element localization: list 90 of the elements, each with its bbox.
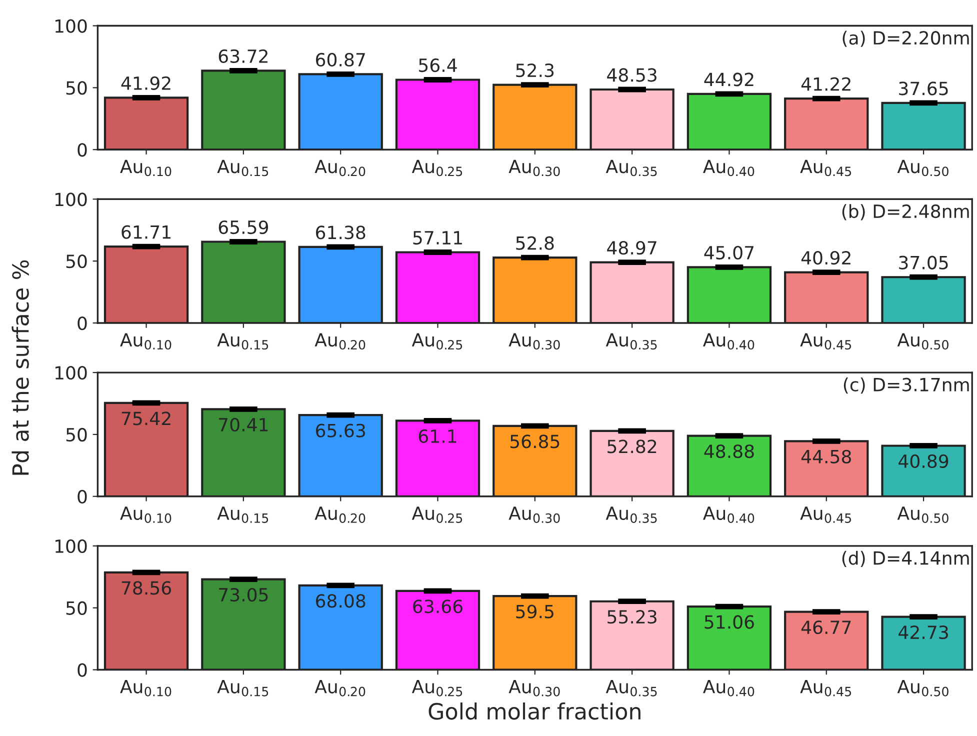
data-label: 46.77 bbox=[801, 620, 851, 634]
x-tick-label: Au$_{0.25}$ bbox=[412, 160, 462, 176]
x-tick-label: Au$_{0.10}$ bbox=[120, 160, 172, 176]
data-label: 52.8 bbox=[516, 236, 554, 250]
x-tick-label: Au$_{0.30}$ bbox=[508, 333, 560, 350]
data-label: 52.82 bbox=[608, 440, 656, 454]
x-tick-label: Au$_{0.40}$ bbox=[703, 333, 754, 350]
data-label: 63.72 bbox=[218, 49, 268, 64]
x-tick-label: Au$_{0.40}$ bbox=[703, 506, 754, 523]
data-label: 57.11 bbox=[413, 231, 462, 245]
y-tick-label: 0 bbox=[78, 490, 87, 504]
data-label: 48.88 bbox=[704, 444, 754, 458]
x-tick-label: Au$_{0.10}$ bbox=[120, 333, 172, 350]
x-tick-label: Au$_{0.45}$ bbox=[800, 506, 852, 523]
y-tick-label: 0 bbox=[78, 143, 87, 157]
x-tick-label: Au$_{0.45}$ bbox=[800, 333, 852, 350]
x-tick-label: Au$_{0.35}$ bbox=[606, 160, 657, 176]
data-label: 56.85 bbox=[510, 434, 560, 448]
x-tick-label: Au$_{0.20}$ bbox=[314, 160, 366, 176]
data-label: 56.4 bbox=[419, 58, 457, 72]
data-label: 65.59 bbox=[218, 220, 268, 234]
data-label: 61.38 bbox=[316, 226, 366, 240]
y-tick-label: 100 bbox=[56, 19, 87, 33]
annotation: (c) D=3.17nm bbox=[844, 378, 969, 394]
x-tick-label: Au$_{0.25}$ bbox=[412, 506, 462, 523]
y-tick-label: 50 bbox=[66, 254, 87, 268]
y-tick-label: 0 bbox=[78, 663, 87, 677]
data-label: 70.41 bbox=[219, 418, 268, 432]
data-label: 40.92 bbox=[801, 250, 850, 265]
x-tick-label: Au$_{0.45}$ bbox=[800, 160, 852, 176]
annotation: (b) D=2.48nm bbox=[842, 204, 969, 220]
data-label: 63.66 bbox=[413, 600, 462, 614]
y-tick-label: 50 bbox=[66, 428, 87, 442]
y-tick-label: 50 bbox=[66, 81, 87, 95]
x-tick-label: Au$_{0.35}$ bbox=[606, 333, 657, 350]
x-tick-label: Au$_{0.50}$ bbox=[897, 333, 948, 350]
y-tick-label: 100 bbox=[56, 366, 87, 380]
data-label: 44.92 bbox=[704, 72, 754, 86]
x-tick-label: Au$_{0.20}$ bbox=[314, 506, 366, 523]
data-label: 78.56 bbox=[122, 581, 171, 595]
data-label: 45.07 bbox=[704, 246, 754, 260]
data-label: 48.53 bbox=[607, 68, 656, 82]
data-label: 37.05 bbox=[899, 256, 948, 270]
x-tick-label: Au$_{0.10}$ bbox=[120, 506, 172, 523]
data-label: 41.92 bbox=[121, 76, 170, 90]
x-tick-label: Au$_{0.30}$ bbox=[508, 506, 560, 523]
x-tick-label: Au$_{0.20}$ bbox=[314, 333, 366, 350]
data-label: 52.3 bbox=[516, 64, 554, 78]
y-tick-label: 50 bbox=[66, 601, 87, 615]
data-label: 55.23 bbox=[608, 610, 656, 624]
data-label: 61.71 bbox=[122, 225, 170, 239]
data-label: 51.06 bbox=[704, 615, 754, 629]
x-tick-label: Au$_{0.15}$ bbox=[217, 680, 268, 696]
y-tick-label: 100 bbox=[56, 192, 87, 206]
data-label: 73.05 bbox=[219, 588, 268, 602]
x-tick-label: Au$_{0.45}$ bbox=[800, 680, 852, 696]
data-label: 65.63 bbox=[316, 424, 365, 438]
data-label: 44.58 bbox=[801, 450, 851, 464]
x-tick-label: Au$_{0.25}$ bbox=[412, 333, 462, 350]
data-label: 60.87 bbox=[316, 52, 365, 67]
annotation: (a) D=2.20nm bbox=[842, 30, 969, 47]
x-tick-label: Au$_{0.20}$ bbox=[314, 680, 366, 696]
x-tick-label: Au$_{0.35}$ bbox=[606, 506, 657, 523]
x-tick-label: Au$_{0.40}$ bbox=[703, 680, 754, 696]
data-label: 41.22 bbox=[801, 77, 850, 91]
x-tick-label: Au$_{0.15}$ bbox=[217, 333, 268, 350]
data-label: 59.5 bbox=[516, 604, 554, 618]
y-tick-label: 100 bbox=[56, 539, 87, 554]
x-tick-label: Au$_{0.30}$ bbox=[508, 160, 560, 176]
x-tick-label: Au$_{0.15}$ bbox=[217, 506, 268, 523]
x-tick-label: Au$_{0.35}$ bbox=[606, 680, 657, 696]
data-label: 61.1 bbox=[418, 429, 456, 444]
data-label: 48.97 bbox=[607, 241, 656, 255]
data-label: 42.73 bbox=[898, 625, 948, 640]
y-axis-title: Pd at the surface % bbox=[12, 260, 29, 475]
data-label: 75.42 bbox=[122, 412, 170, 426]
x-tick-label: Au$_{0.30}$ bbox=[508, 680, 560, 696]
x-tick-label: Au$_{0.15}$ bbox=[217, 160, 268, 176]
data-label: 40.89 bbox=[898, 454, 948, 468]
x-tick-label: Au$_{0.50}$ bbox=[897, 680, 948, 696]
x-tick-label: Au$_{0.10}$ bbox=[120, 680, 172, 696]
y-tick-label: 0 bbox=[78, 316, 87, 330]
data-label: 37.65 bbox=[899, 82, 948, 96]
data-label: 68.08 bbox=[316, 594, 366, 608]
x-tick-label: Au$_{0.40}$ bbox=[703, 160, 754, 176]
x-tick-label: Au$_{0.50}$ bbox=[897, 160, 948, 176]
x-tick-label: Au$_{0.25}$ bbox=[412, 680, 462, 696]
annotation: (d) D=4.14nm bbox=[842, 550, 969, 567]
x-tick-label: Au$_{0.50}$ bbox=[897, 506, 948, 523]
x-axis-title: Gold molar fraction bbox=[428, 702, 640, 720]
